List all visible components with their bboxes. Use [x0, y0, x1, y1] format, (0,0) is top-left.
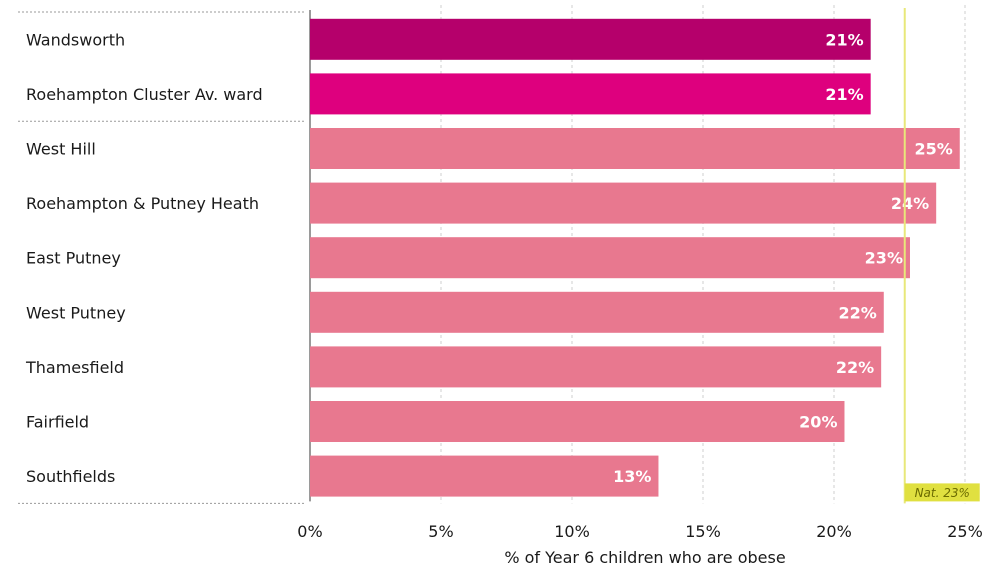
category-label: Southfields: [26, 467, 115, 486]
category-label: East Putney: [26, 249, 121, 268]
reference-label: Nat. 23%: [915, 486, 970, 500]
x-tick-label: 15%: [685, 522, 721, 541]
data-label: 21%: [825, 30, 863, 49]
reference-label-bg: [904, 483, 980, 502]
category-labels: Wandsworth Roehampton Cluster Av. ward Wes…: [25, 30, 263, 486]
x-axis-title: % of Year 6 children who are obese: [504, 548, 785, 567]
x-tick-labels: 0% 5% 10% 15% 20% 25%: [297, 522, 982, 541]
category-label: West Hill: [26, 140, 96, 159]
data-label: 13%: [613, 467, 651, 486]
x-tick-label: 20%: [816, 522, 852, 541]
category-label: West Putney: [26, 303, 126, 322]
x-tick-label: 5%: [428, 522, 453, 541]
category-label: Roehampton Cluster Av. ward: [26, 85, 263, 104]
bar: [310, 401, 845, 442]
data-label: 25%: [914, 140, 952, 159]
data-label: 24%: [891, 194, 929, 213]
category-label: Roehampton & Putney Heath: [26, 194, 259, 213]
data-label: 23%: [865, 249, 903, 268]
category-label: Fairfield: [26, 413, 89, 432]
bar: [310, 346, 882, 388]
x-tick-label: 25%: [947, 522, 983, 541]
bar: [310, 18, 871, 60]
reference-line-group: Nat. 23%: [903, 8, 980, 504]
bar: [310, 73, 871, 115]
data-label: 20%: [799, 413, 837, 432]
bar: [310, 182, 937, 224]
bar: [310, 237, 910, 279]
data-label: 22%: [838, 303, 876, 322]
bars: 21% 21% 25% 24% 23% 22% 22% 20% 13%: [310, 18, 960, 497]
data-label: 22%: [836, 358, 874, 377]
bar: [310, 291, 884, 333]
x-tick-label: 0%: [297, 522, 322, 541]
data-label: 21%: [825, 85, 863, 104]
bar: [310, 455, 659, 497]
category-label: Wandsworth: [26, 30, 125, 49]
bar: [310, 128, 960, 169]
category-label: Thamesfield: [25, 358, 124, 377]
x-tick-label: 10%: [554, 522, 590, 541]
